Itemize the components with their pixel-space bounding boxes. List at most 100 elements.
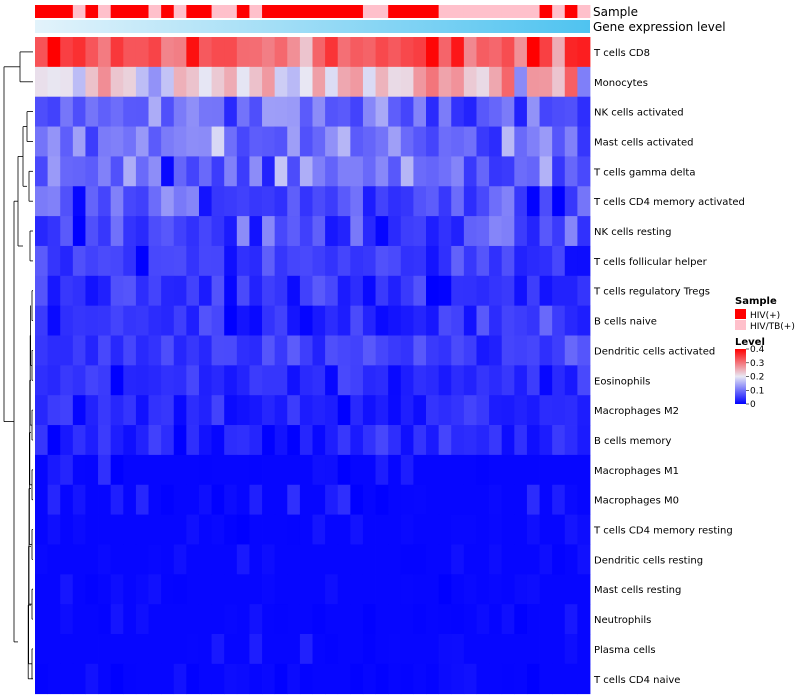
heatmap-cell — [85, 305, 99, 336]
heatmap-cell — [564, 245, 578, 277]
heatmap-cell — [198, 425, 212, 456]
heatmap-cell — [173, 395, 187, 426]
heatmap-cell — [110, 574, 124, 605]
heatmap-cell — [350, 365, 364, 396]
heatmap-cell — [413, 156, 427, 187]
heatmap-cell — [577, 484, 591, 515]
heatmap-cell — [350, 454, 364, 486]
heatmap-cell — [577, 186, 591, 217]
heatmap-cell — [539, 305, 553, 336]
heatmap-cell — [274, 634, 288, 665]
heatmap-cell — [312, 514, 326, 545]
heatmap-cell — [501, 66, 515, 98]
heatmap-cell — [262, 305, 276, 336]
heatmap-cell — [552, 275, 566, 307]
heatmap-cell — [489, 156, 503, 187]
heatmap-cell — [388, 544, 402, 575]
heatmap-cell — [47, 454, 61, 486]
heatmap-cell — [426, 663, 440, 695]
heatmap-cell — [539, 275, 553, 307]
heatmap-cell — [110, 514, 124, 545]
heatmap-cell — [337, 126, 351, 157]
heatmap-cell — [514, 574, 528, 605]
heatmap-cell — [552, 395, 566, 426]
heatmap-cell — [438, 604, 452, 635]
heatmap-cell — [72, 335, 86, 366]
sample-cell — [438, 5, 452, 18]
heatmap-cell — [413, 216, 427, 247]
heatmap-cell — [287, 425, 301, 456]
heatmap-cell — [577, 604, 591, 635]
heatmap-cell — [552, 365, 566, 396]
heatmap-cell — [501, 216, 515, 247]
heatmap-cell — [362, 514, 376, 545]
heatmap-cell — [186, 395, 200, 426]
heatmap-cell — [375, 454, 389, 486]
heatmap-cell — [35, 484, 49, 515]
heatmap-cell — [262, 365, 276, 396]
heatmap-cell — [476, 544, 490, 575]
row-label: NK cells activated — [594, 108, 684, 119]
legend-title-level: Level — [735, 337, 765, 348]
heatmap-cell — [236, 37, 250, 68]
heatmap-cell — [123, 395, 137, 426]
heatmap-cell — [526, 574, 540, 605]
heatmap-cell — [123, 186, 137, 217]
heatmap-cell — [514, 454, 528, 486]
heatmap-cell — [249, 454, 263, 486]
heatmap-cell — [262, 335, 276, 366]
heatmap-cell — [463, 634, 477, 665]
heatmap-cell — [350, 544, 364, 575]
heatmap-cell — [400, 395, 414, 426]
heatmap-cell — [564, 186, 578, 217]
heatmap-cell — [161, 216, 175, 247]
heatmap-cell — [438, 275, 452, 307]
heatmap-cell — [577, 454, 591, 486]
heatmap-cell — [362, 66, 376, 98]
heatmap-cell — [451, 216, 465, 247]
heatmap-cell — [438, 574, 452, 605]
heatmap-cell — [110, 454, 124, 486]
heatmap-cell — [249, 425, 263, 456]
heatmap-cell — [451, 245, 465, 277]
heatmap-cell — [60, 96, 74, 127]
heatmap-cell — [198, 335, 212, 366]
heatmap-cell — [148, 634, 162, 665]
heatmap-cell — [60, 156, 74, 187]
heatmap-cell — [577, 156, 591, 187]
heatmap-cell — [98, 604, 112, 635]
heatmap-cell — [198, 275, 212, 307]
heatmap-cell — [224, 514, 238, 545]
heatmap-cell — [388, 335, 402, 366]
heatmap-cell — [110, 634, 124, 665]
heatmap-cell — [299, 544, 313, 575]
heatmap-cell — [400, 275, 414, 307]
heatmap-cell — [135, 66, 149, 98]
heatmap-cell — [249, 395, 263, 426]
heatmap-cell — [476, 96, 490, 127]
heatmap-cell — [224, 66, 238, 98]
heatmap-cell — [463, 663, 477, 695]
heatmap-cell — [476, 604, 490, 635]
heatmap-cell — [148, 365, 162, 396]
row-label: T cells CD8 — [593, 48, 650, 59]
heatmap-cell — [135, 186, 149, 217]
heatmap-cell — [312, 634, 326, 665]
heatmap-cell — [476, 663, 490, 695]
heatmap-cell — [236, 335, 250, 366]
sample-cell — [35, 5, 49, 18]
heatmap-cell — [287, 156, 301, 187]
heatmap-cell — [60, 634, 74, 665]
heatmap-cell — [413, 66, 427, 98]
heatmap-cell — [388, 634, 402, 665]
heatmap-cell — [413, 484, 427, 515]
heatmap-cell — [274, 604, 288, 635]
heatmap-cell — [400, 634, 414, 665]
heatmap-cell — [224, 96, 238, 127]
heatmap-cell — [463, 186, 477, 217]
heatmap-cell — [211, 425, 225, 456]
heatmap-cell — [211, 245, 225, 277]
heatmap-cell — [552, 37, 566, 68]
heatmap-cell — [526, 663, 540, 695]
heatmap-cell — [362, 156, 376, 187]
